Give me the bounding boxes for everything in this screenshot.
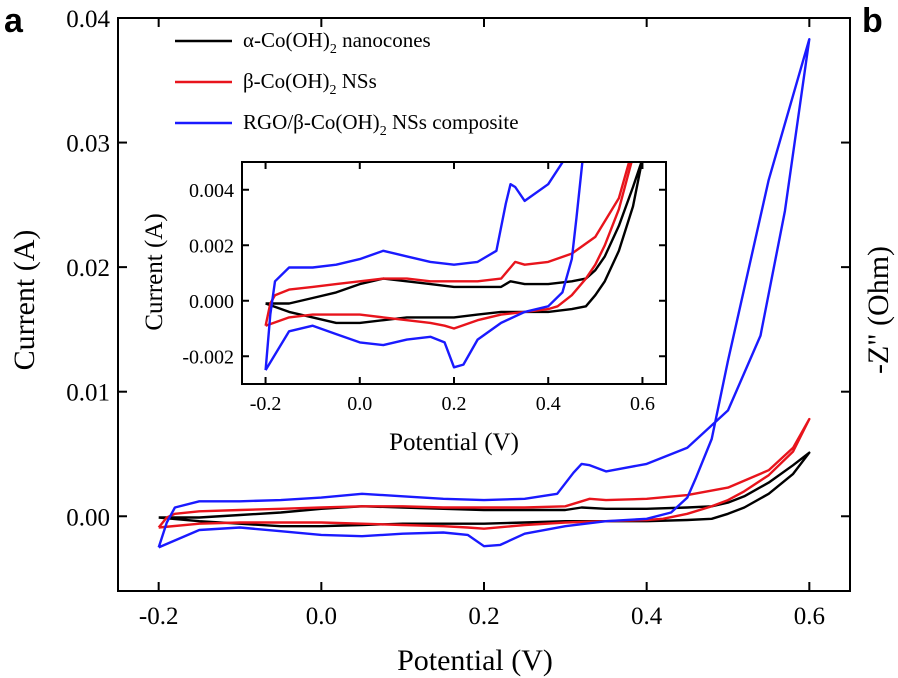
main-y-tick-label: 0.02: [66, 255, 110, 282]
right-panel-y-axis-label: -Z" (Ohm): [862, 246, 895, 374]
inset-y-tick-label: 0.002: [189, 235, 234, 257]
main-x-tick-label: 0.2: [468, 603, 499, 630]
inset-series: [264, 162, 644, 371]
inset-x-tick-label: -0.2: [250, 393, 282, 415]
inset-x-tick-label: 0.2: [442, 393, 467, 415]
main-series-2-line: [157, 38, 811, 549]
inset-y-axis-label: Current (A): [141, 213, 168, 330]
legend-label-2: RGO/β-Co(OH)2 NSs composite: [243, 110, 519, 139]
inset-series-1-line: [264, 162, 633, 330]
main-x-tick-label: -0.2: [139, 603, 179, 630]
panel-label-a: a: [4, 2, 24, 40]
legend-label-1: β-Co(OH)2 NSs: [243, 69, 377, 98]
main-x-tick-label: 0.4: [631, 603, 663, 630]
inset-y-tick-label: 0.000: [189, 291, 234, 313]
legend: α-Co(OH)2 nanocones β-Co(OH)2 NSs RGO/β-Co…: [175, 28, 519, 139]
main-axes: -0.2 0.0 0.2 0.4 0.6 0.00 0.01 0.02 0.03 0.04: [66, 6, 851, 630]
inset-series-0-line: [265, 162, 644, 325]
main-series-0-line: [158, 451, 811, 528]
main-y-tick-label: 0.03: [66, 131, 110, 158]
legend-label-0: α-Co(OH)2 nanocones: [243, 28, 431, 57]
main-series: [157, 38, 811, 549]
main-y-axis-label: Current (A): [8, 230, 41, 371]
main-series-1-line: [157, 417, 811, 530]
inset-x-axis-label: Potential (V): [389, 429, 519, 456]
main-x-axis-label: Potential (V): [397, 644, 553, 677]
main-y-tick-label: 0.04: [66, 6, 110, 33]
panel-label-b: b: [862, 2, 883, 40]
main-x-tick-label: 0.6: [794, 603, 825, 630]
inset-y-tick-label: 0.004: [189, 180, 234, 202]
main-x-tick-label: 0.0: [306, 603, 337, 630]
inset-x-tick-label: 0.4: [536, 393, 561, 415]
main-y-tick-label: 0.01: [66, 380, 110, 407]
inset-background: [242, 162, 666, 384]
inset-y-tick-label: -0.002: [182, 346, 234, 368]
main-y-tick-label: 0.00: [66, 504, 110, 531]
inset-axes: -0.2 0.0 0.2 0.4 0.6 -0.002 0.000 0.002 0.004: [182, 161, 667, 415]
inset-series-2-line: [264, 162, 584, 371]
inset-x-tick-label: 0.0: [347, 393, 372, 415]
inset-x-tick-label: 0.6: [630, 393, 655, 415]
